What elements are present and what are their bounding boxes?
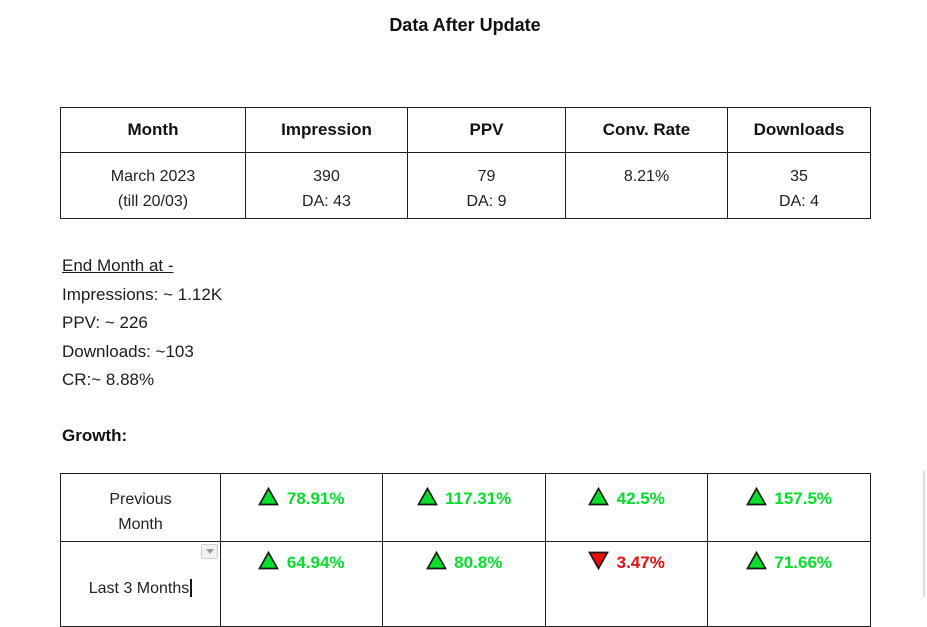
text-cursor (190, 579, 193, 597)
growth-value: 64.94% (286, 552, 345, 572)
up-triangle-icon (425, 551, 447, 570)
up-triangle-icon (745, 551, 767, 570)
conv-rate-value: 8.21% (623, 168, 670, 185)
data-after-update-table: Month Impression PPV Conv. Rate Download… (60, 107, 871, 219)
page-title: Data After Update (389, 15, 541, 35)
growth-cell: 117.31% (382, 473, 546, 542)
cell-ppv: 79 DA: 9 (407, 152, 566, 219)
growth-value: 71.66% (774, 552, 833, 572)
month-note: (till 20/03) (117, 193, 189, 210)
growth-value: 80.8% (454, 552, 503, 572)
cell-dropdown-button[interactable] (201, 544, 218, 559)
cell-impression: 390 DA: 43 (245, 152, 408, 219)
impression-da: DA: 43 (302, 193, 351, 210)
table-header-row: Month Impression PPV Conv. Rate Download… (60, 107, 871, 153)
growth-table: Previous Month 78.91% 117.31% 42.5% 157.… (60, 473, 871, 627)
column-header-ppv: PPV (407, 107, 566, 153)
growth-cell: 71.66% (707, 541, 871, 627)
growth-value: 42.5% (616, 488, 665, 508)
growth-row-previous-month: Previous Month 78.91% 117.31% 42.5% 157.… (60, 473, 871, 542)
growth-cell: 157.5% (707, 473, 871, 542)
down-triangle-icon (588, 551, 610, 570)
growth-value: 3.47% (616, 552, 665, 572)
growth-heading: Growth: (62, 426, 128, 445)
end-month-ppv: PPV: ~ 226 (62, 313, 148, 332)
up-triangle-icon (416, 487, 438, 506)
end-month-block: End Month at - Impressions: ~ 1.12K PPV:… (62, 252, 222, 395)
growth-cell: 78.91% (220, 473, 383, 542)
growth-row-last-3-months: Last 3 Months 64.94% 80.8% 3.47% (60, 541, 871, 627)
impression-value: 390 (313, 168, 340, 185)
up-triangle-icon (588, 487, 610, 506)
growth-cell: 64.94% (220, 541, 383, 627)
cell-conv-rate: 8.21% (565, 152, 728, 219)
growth-cell: 42.5% (545, 473, 708, 542)
column-header-conv-rate: Conv. Rate (565, 107, 728, 153)
ppv-da: DA: 9 (466, 193, 507, 210)
downloads-da: DA: 4 (778, 193, 819, 210)
cell-downloads: 35 DA: 4 (727, 152, 871, 219)
growth-cell: 80.8% (382, 541, 546, 627)
month-name: March 2023 (110, 168, 196, 185)
end-month-downloads: Downloads: ~103 (62, 341, 194, 361)
cutoff-table-border (923, 471, 925, 597)
growth-value: 117.31% (445, 488, 512, 508)
up-triangle-icon (258, 487, 280, 506)
table-data-row: March 2023 (till 20/03) 390 DA: 43 79 DA… (60, 152, 871, 219)
chevron-down-icon (205, 549, 214, 554)
cell-month: March 2023 (till 20/03) (60, 152, 246, 219)
end-month-cr: CR:~ 8.88% (62, 370, 155, 389)
column-header-impression: Impression (245, 107, 408, 153)
column-header-month: Month (60, 107, 246, 153)
growth-value: 78.91% (286, 488, 345, 508)
growth-label-last-3-months[interactable]: Last 3 Months (60, 541, 221, 627)
growth-cell: 3.47% (545, 541, 708, 627)
growth-label-text: Last 3 Months (88, 580, 190, 597)
end-month-heading: End Month at - (62, 256, 174, 275)
downloads-value: 35 (790, 168, 808, 185)
up-triangle-icon (258, 551, 280, 570)
column-header-downloads: Downloads (727, 107, 871, 153)
end-month-impressions: Impressions: ~ 1.12K (62, 284, 223, 304)
growth-value: 157.5% (774, 488, 833, 508)
growth-label-previous-month: Previous Month (60, 473, 221, 542)
ppv-value: 79 (477, 168, 496, 185)
up-triangle-icon (745, 487, 767, 506)
